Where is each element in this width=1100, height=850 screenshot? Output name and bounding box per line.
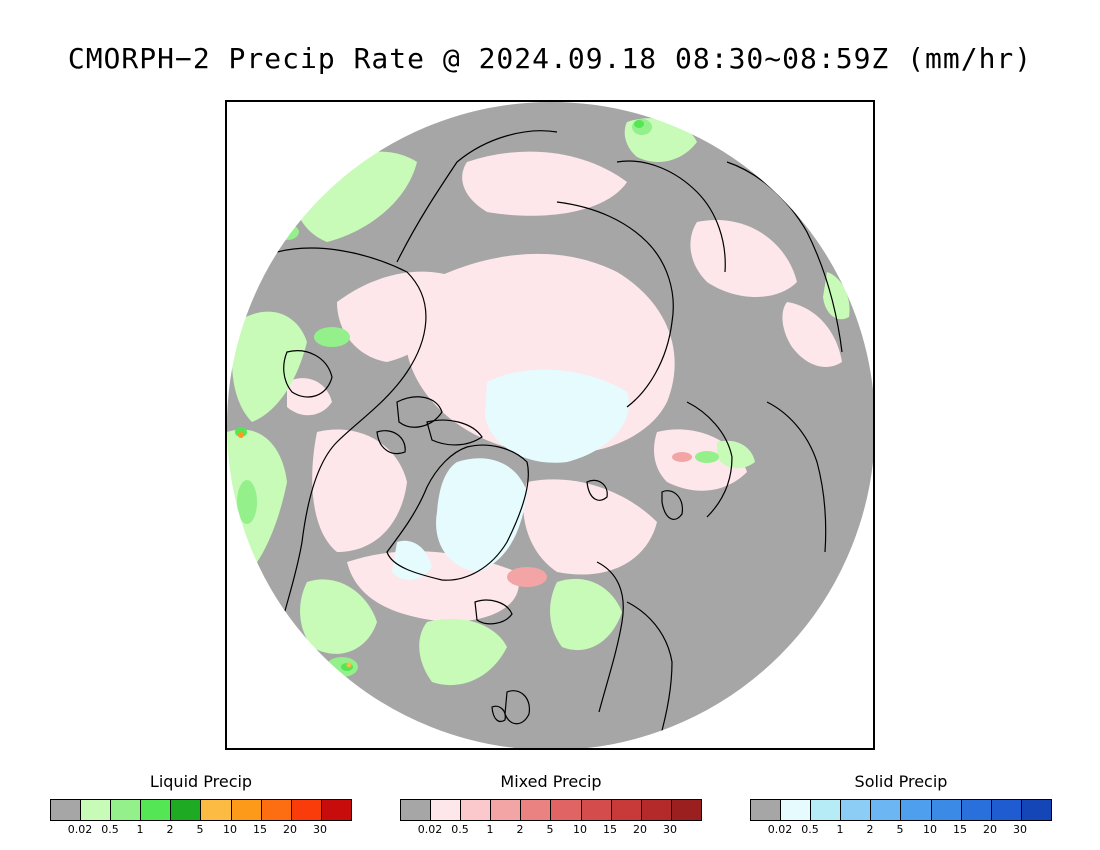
tick-label: 30 — [663, 823, 677, 836]
color-bar — [400, 799, 702, 821]
color-swatch — [671, 800, 701, 820]
tick-label: 10 — [573, 823, 587, 836]
tick-label: 15 — [603, 823, 617, 836]
tick-label: 0.02 — [67, 823, 93, 836]
legend-solid: Solid Precip 0.02 0.5 1 2 5 10 15 20 30 — [750, 772, 1052, 837]
tick-label: 30 — [1013, 823, 1027, 836]
tick-label: 5 — [196, 823, 204, 836]
tick-label: 5 — [546, 823, 554, 836]
legend-title: Liquid Precip — [149, 772, 253, 791]
color-swatch — [931, 800, 962, 820]
tick-label: 1 — [136, 823, 144, 836]
color-swatch — [581, 800, 612, 820]
color-swatch — [461, 800, 492, 820]
legend-title: Solid Precip — [854, 772, 948, 791]
legend-title: Mixed Precip — [500, 772, 602, 791]
liquid-precip-peak — [238, 432, 352, 668]
color-swatch — [401, 800, 432, 820]
color-swatch — [111, 800, 142, 820]
precip-map-svg — [227, 102, 873, 748]
tick-label: 20 — [983, 823, 997, 836]
tick-label: 5 — [896, 823, 904, 836]
color-swatch — [141, 800, 172, 820]
color-bar — [50, 799, 352, 821]
solid-precip-regions — [392, 369, 629, 580]
color-swatch — [231, 800, 262, 820]
coastlines — [276, 130, 848, 748]
color-swatch — [901, 800, 932, 820]
mixed-precip-moderate — [507, 452, 692, 587]
color-swatch — [1021, 800, 1051, 820]
color-swatch — [431, 800, 462, 820]
color-swatch — [611, 800, 642, 820]
tick-label: 30 — [313, 823, 327, 836]
color-swatch — [291, 800, 322, 820]
map-disk — [227, 102, 873, 748]
tick-label: 20 — [633, 823, 647, 836]
legend-mixed: Mixed Precip 0.02 0.5 1 2 5 10 15 20 30 — [400, 772, 702, 837]
tick-label: 0.02 — [767, 823, 793, 836]
color-swatch — [521, 800, 552, 820]
color-swatch — [551, 800, 582, 820]
color-swatch — [201, 800, 232, 820]
color-swatch — [961, 800, 992, 820]
color-swatch — [491, 800, 522, 820]
legend-liquid: Liquid Precip 0.02 0.5 1 2 5 10 15 20 30 — [50, 772, 352, 837]
tick-label: 15 — [953, 823, 967, 836]
color-swatch — [641, 800, 672, 820]
color-swatch — [751, 800, 782, 820]
color-swatch — [871, 800, 902, 820]
polar-precip-map — [225, 100, 875, 750]
tick-label: 1 — [486, 823, 494, 836]
color-swatch — [321, 800, 351, 820]
tick-label: 2 — [516, 823, 524, 836]
color-swatch — [261, 800, 292, 820]
color-swatch — [811, 800, 842, 820]
color-bar — [750, 799, 1052, 821]
color-swatch — [81, 800, 112, 820]
tick-label: 10 — [923, 823, 937, 836]
tick-label: 0.5 — [801, 823, 819, 836]
tick-labels: 0.02 0.5 1 2 5 10 15 20 30 — [400, 823, 700, 837]
tick-label: 15 — [253, 823, 267, 836]
tick-label: 2 — [166, 823, 174, 836]
tick-label: 0.5 — [451, 823, 469, 836]
tick-label: 20 — [283, 823, 297, 836]
tick-labels: 0.02 0.5 1 2 5 10 15 20 30 — [750, 823, 1050, 837]
color-swatch — [781, 800, 812, 820]
tick-label: 10 — [223, 823, 237, 836]
tick-label: 2 — [866, 823, 874, 836]
map-title: CMORPH−2 Precip Rate @ 2024.09.18 08:30~… — [67, 42, 1033, 75]
color-swatch — [171, 800, 202, 820]
tick-labels: 0.02 0.5 1 2 5 10 15 20 30 — [50, 823, 350, 837]
color-swatch — [51, 800, 82, 820]
tick-label: 1 — [836, 823, 844, 836]
tick-label: 0.5 — [101, 823, 119, 836]
color-swatch — [841, 800, 872, 820]
color-swatch — [991, 800, 1022, 820]
tick-label: 0.02 — [417, 823, 443, 836]
